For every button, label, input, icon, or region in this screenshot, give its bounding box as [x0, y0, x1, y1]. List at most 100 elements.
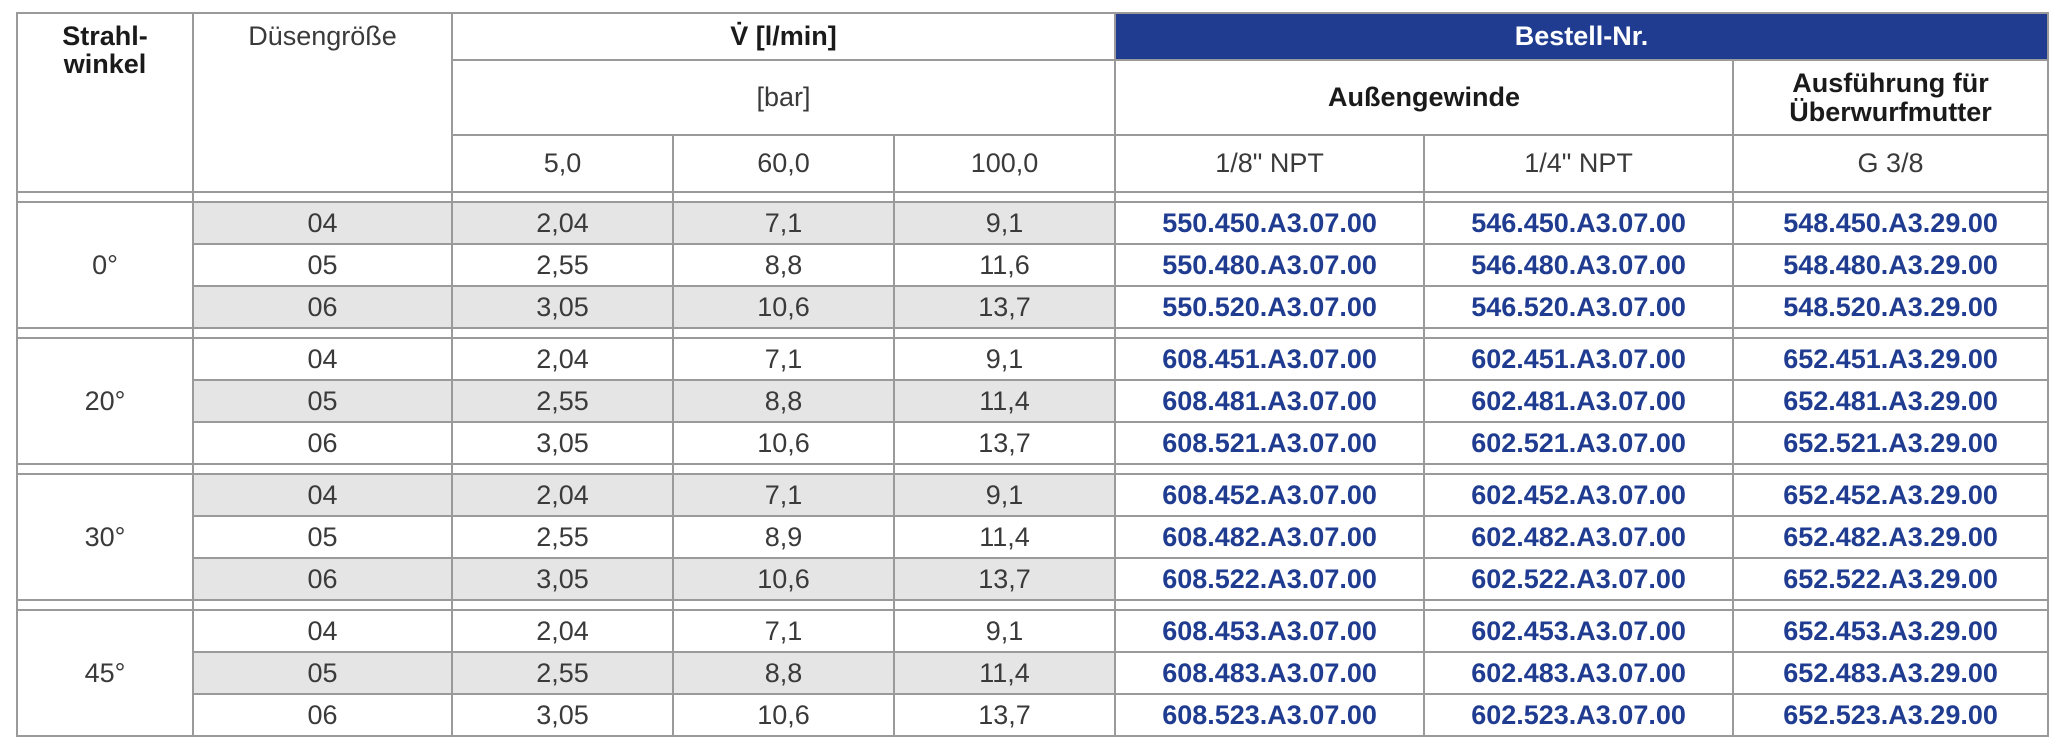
spacer-cell	[672, 191, 895, 203]
cell-code-1-8-npt: 608.522.A3.07.00	[1114, 557, 1426, 601]
cell-flow-5bar: 3,05	[451, 421, 674, 465]
nozzle-spec-table: Strahl- winkel Düsengröße V̇ [l/min] Bes…	[16, 12, 2050, 737]
cell-code-g-3-8: 652.521.A3.29.00	[1732, 421, 2050, 465]
cell-size: 05	[192, 651, 453, 695]
cell-flow-60bar: 10,6	[672, 693, 895, 737]
header-row-3: 5,0 60,0 100,0 1/8" NPT 1/4" NPT G 3/8	[17, 134, 2050, 193]
cell-code-1-8-npt: 608.521.A3.07.00	[1114, 421, 1426, 465]
spacer-cell	[451, 191, 674, 203]
cell-code-1-4-npt: 602.521.A3.07.00	[1423, 421, 1735, 465]
cell-flow-100bar: 13,7	[892, 557, 1117, 601]
header-bar: [bar]	[450, 59, 1117, 136]
cell-code-g-3-8: 652.523.A3.29.00	[1732, 693, 2050, 737]
spacer-cell	[451, 327, 674, 339]
header-ausfuehrung-line2: Überwurfmutter	[1789, 96, 1992, 127]
spacer-cell	[16, 463, 194, 475]
header-pressure-60: 60,0	[672, 134, 895, 193]
spacer-cell	[672, 327, 895, 339]
cell-flow-5bar: 2,04	[451, 201, 674, 245]
cell-flow-100bar: 9,1	[892, 609, 1117, 653]
spacer-cell	[192, 599, 453, 611]
cell-flow-5bar: 2,55	[451, 651, 674, 695]
cell-flow-5bar: 2,04	[451, 337, 674, 381]
spacer-cell	[192, 191, 453, 203]
cell-flow-100bar: 11,6	[892, 243, 1117, 287]
spacer-cell	[1114, 191, 1426, 203]
header-duesengroesse: Düsengröße	[192, 12, 453, 193]
cell-flow-60bar: 7,1	[672, 337, 895, 381]
cell-code-g-3-8: 652.453.A3.29.00	[1732, 609, 2050, 653]
spacer-cell	[1423, 463, 1735, 475]
spacer-cell	[1732, 463, 2050, 475]
group-spacer-row	[16, 599, 2050, 611]
table-row: 45° 04 2,04 7,1 9,1 608.453.A3.07.00 602.453.A…	[16, 609, 2050, 737]
cell-code-g-3-8: 548.480.A3.29.00	[1732, 243, 2050, 287]
header-strahlwinkel-line1: Strahl-	[62, 21, 148, 51]
cell-code-g-3-8: 652.482.A3.29.00	[1732, 515, 2050, 559]
group-spacer-row	[16, 191, 2050, 203]
spacer-cell	[1114, 327, 1426, 339]
spacer-cell	[16, 191, 194, 203]
cell-size: 06	[192, 421, 453, 465]
header-aussengewinde: Außengewinde	[1114, 59, 1735, 136]
header-row-1: Strahl- winkel Düsengröße V̇ [l/min] Bes…	[16, 12, 2050, 193]
header-bestell-nr: Bestell-Nr.	[1114, 12, 2050, 61]
cell-flow-100bar: 13,7	[892, 421, 1117, 465]
cell-flow-60bar: 7,1	[672, 473, 895, 517]
spacer-cell	[192, 327, 453, 339]
cell-size: 04	[192, 337, 453, 381]
cell-code-g-3-8: 652.451.A3.29.00	[1732, 337, 2050, 381]
table-row: 0° 04 2,04 7,1 9,1 550.450.A3.07.00 546.450.A3…	[16, 201, 2050, 329]
spacer-cell	[672, 463, 895, 475]
table-row: 06 3,05 10,6 13,7 550.520.A3.07.00 546.520.A3…	[17, 285, 2050, 329]
cell-flow-100bar: 11,4	[892, 379, 1117, 423]
cell-flow-60bar: 8,8	[672, 243, 895, 287]
spacer-cell	[892, 191, 1117, 203]
cell-angle: 20°	[16, 337, 194, 465]
cell-code-1-4-npt: 546.480.A3.07.00	[1423, 243, 1735, 287]
header-thread-1-8-npt: 1/8" NPT	[1114, 134, 1426, 193]
cell-code-1-8-npt: 608.482.A3.07.00	[1114, 515, 1426, 559]
cell-size: 05	[192, 515, 453, 559]
cell-flow-5bar: 2,04	[451, 473, 674, 517]
header-row-2: [bar] Außengewinde Ausführung für Überwu…	[17, 59, 2050, 136]
cell-flow-5bar: 2,55	[451, 379, 674, 423]
table-row: 06 3,05 10,6 13,7 608.522.A3.07.00 602.522.A3…	[17, 557, 2050, 601]
table-row: 05 2,55 8,8 11,6 550.480.A3.07.00 546.480.A3.…	[17, 243, 2050, 287]
cell-code-1-4-npt: 602.481.A3.07.00	[1423, 379, 1735, 423]
cell-flow-60bar: 8,8	[672, 379, 895, 423]
cell-flow-5bar: 2,55	[451, 515, 674, 559]
group-spacer-row	[16, 327, 2050, 339]
group-spacer-row	[16, 463, 2050, 475]
cell-code-1-8-npt: 608.523.A3.07.00	[1114, 693, 1426, 737]
cell-code-g-3-8: 652.481.A3.29.00	[1732, 379, 2050, 423]
cell-code-1-4-npt: 602.452.A3.07.00	[1423, 473, 1735, 517]
cell-flow-60bar: 8,9	[672, 515, 895, 559]
cell-code-1-8-npt: 608.481.A3.07.00	[1114, 379, 1426, 423]
spacer-cell	[1732, 599, 2050, 611]
cell-flow-60bar: 8,8	[672, 651, 895, 695]
header-ausfuehrung: Ausführung für Überwurfmutter	[1732, 59, 2050, 136]
cell-code-g-3-8: 652.483.A3.29.00	[1732, 651, 2050, 695]
cell-size: 05	[192, 379, 453, 423]
table-row: 05 2,55 8,9 11,4 608.482.A3.07.00 602.482.A3.…	[17, 515, 2050, 559]
cell-flow-100bar: 9,1	[892, 337, 1117, 381]
cell-code-1-4-npt: 602.451.A3.07.00	[1423, 337, 1735, 381]
spacer-cell	[1423, 191, 1735, 203]
cell-flow-5bar: 2,55	[451, 243, 674, 287]
table-row: 06 3,05 10,6 13,7 608.521.A3.07.00 602.521.A3…	[17, 421, 2050, 465]
cell-code-1-4-npt: 546.520.A3.07.00	[1423, 285, 1735, 329]
cell-flow-5bar: 2,04	[451, 609, 674, 653]
spacer-cell	[892, 327, 1117, 339]
spacer-cell	[1114, 599, 1426, 611]
cell-code-g-3-8: 652.452.A3.29.00	[1732, 473, 2050, 517]
spacer-cell	[892, 599, 1117, 611]
cell-size: 04	[192, 473, 453, 517]
spacer-cell	[1114, 463, 1426, 475]
header-thread-g-3-8: G 3/8	[1732, 134, 2050, 193]
cell-flow-60bar: 10,6	[672, 285, 895, 329]
cell-code-1-4-npt: 546.450.A3.07.00	[1423, 201, 1735, 245]
spacer-cell	[451, 463, 674, 475]
cell-code-1-8-npt: 550.480.A3.07.00	[1114, 243, 1426, 287]
cell-code-1-4-npt: 602.482.A3.07.00	[1423, 515, 1735, 559]
